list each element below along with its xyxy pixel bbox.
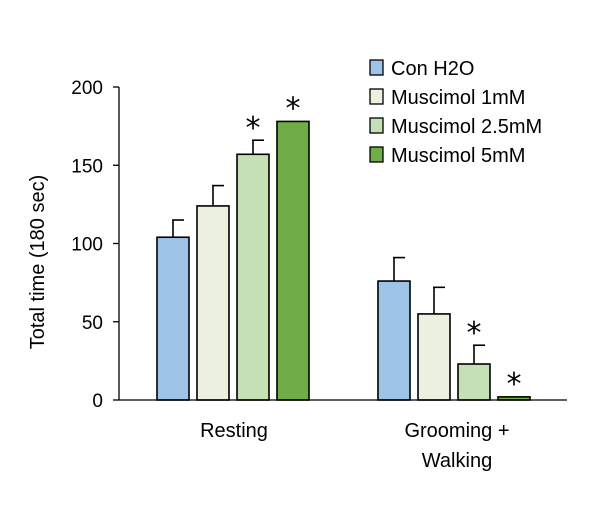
legend-swatch xyxy=(369,117,384,134)
bar-resting-series-2 xyxy=(196,205,230,401)
legend-label: Muscimol 5mM xyxy=(391,145,525,167)
significance-layer: * * * * xyxy=(246,92,522,402)
significance-marker: * xyxy=(467,316,482,351)
axes-layer: 0 50 100 150 200 Resting Grooming + Walking xyxy=(71,78,567,472)
bar-resting-series-1 xyxy=(156,236,190,401)
bar-grooming-walking-series-2 xyxy=(417,313,451,401)
significance-marker: * xyxy=(507,367,522,402)
bar-resting-series-3 xyxy=(236,153,270,401)
bar-resting-series-4 xyxy=(276,120,310,401)
x-category-label: Resting xyxy=(200,420,268,442)
bar-grooming-walking-series-1 xyxy=(377,280,411,401)
y-axis-title: Total time (180 sec) xyxy=(27,175,49,350)
y-tick-label: 0 xyxy=(92,391,103,412)
legend-label: Con H2O xyxy=(391,58,474,80)
bar-grooming-walking-series-3 xyxy=(457,363,491,401)
x-category-label: Walking xyxy=(422,450,492,472)
legend-swatch xyxy=(369,88,384,105)
legend-label: Muscimol 1mM xyxy=(391,87,525,109)
y-tick-label: 100 xyxy=(71,235,103,256)
legend-swatch xyxy=(369,59,384,76)
error-bars-layer xyxy=(172,139,485,365)
x-category-label: Grooming + xyxy=(404,420,509,442)
legend-swatch xyxy=(369,146,384,163)
legend-label: Muscimol 2.5mM xyxy=(391,116,542,138)
significance-marker: * xyxy=(246,111,261,146)
legend: Con H2O Muscimol 1mM Muscimol 2.5mM Muscimo… xyxy=(369,58,542,167)
significance-marker: * xyxy=(286,92,301,127)
y-tick-label: 50 xyxy=(82,313,103,334)
y-tick-label: 200 xyxy=(71,78,103,99)
y-tick-label: 150 xyxy=(71,156,103,177)
